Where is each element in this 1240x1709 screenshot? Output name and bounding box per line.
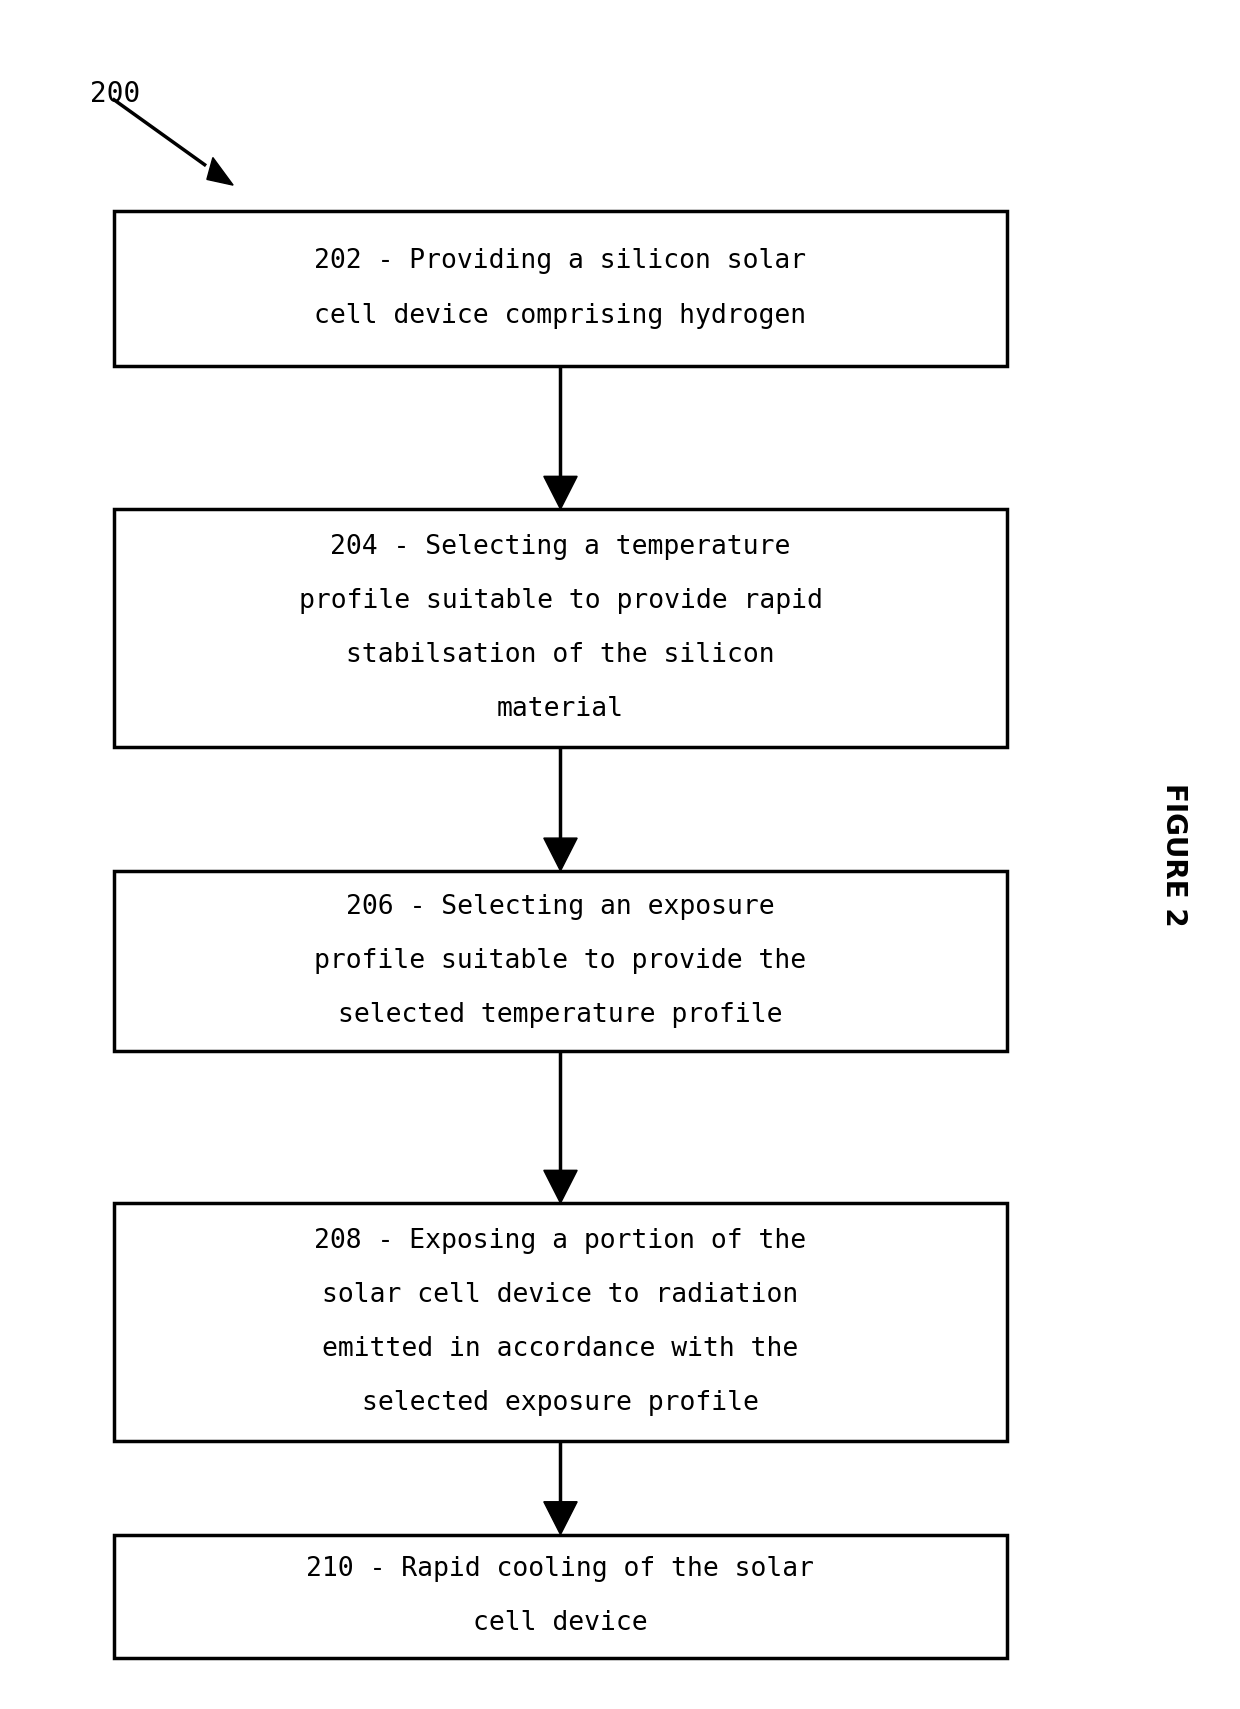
Text: 200: 200: [91, 80, 140, 108]
Text: profile suitable to provide the: profile suitable to provide the: [315, 948, 806, 974]
Text: material: material: [497, 696, 624, 723]
Polygon shape: [544, 477, 577, 509]
FancyBboxPatch shape: [114, 210, 1007, 366]
Polygon shape: [207, 157, 233, 185]
Polygon shape: [544, 1171, 577, 1203]
Text: stabilsation of the silicon: stabilsation of the silicon: [346, 643, 775, 668]
Text: 204 - Selecting a temperature: 204 - Selecting a temperature: [330, 533, 791, 561]
FancyBboxPatch shape: [114, 1203, 1007, 1441]
Text: profile suitable to provide rapid: profile suitable to provide rapid: [299, 588, 822, 614]
Polygon shape: [544, 1502, 577, 1535]
Text: selected exposure profile: selected exposure profile: [362, 1391, 759, 1417]
FancyBboxPatch shape: [114, 509, 1007, 747]
Text: selected temperature profile: selected temperature profile: [339, 1001, 782, 1029]
Text: cell device comprising hydrogen: cell device comprising hydrogen: [315, 302, 806, 328]
Text: 202 - Providing a silicon solar: 202 - Providing a silicon solar: [315, 248, 806, 275]
Text: emitted in accordance with the: emitted in accordance with the: [322, 1336, 799, 1362]
Text: 206 - Selecting an exposure: 206 - Selecting an exposure: [346, 894, 775, 919]
FancyBboxPatch shape: [114, 872, 1007, 1051]
FancyBboxPatch shape: [114, 1535, 1007, 1658]
Text: FIGURE 2: FIGURE 2: [1159, 783, 1188, 926]
Text: cell device: cell device: [474, 1610, 647, 1636]
Text: solar cell device to radiation: solar cell device to radiation: [322, 1282, 799, 1307]
Polygon shape: [544, 837, 577, 872]
Text: 208 - Exposing a portion of the: 208 - Exposing a portion of the: [315, 1227, 806, 1254]
Text: 210 - Rapid cooling of the solar: 210 - Rapid cooling of the solar: [306, 1555, 815, 1583]
